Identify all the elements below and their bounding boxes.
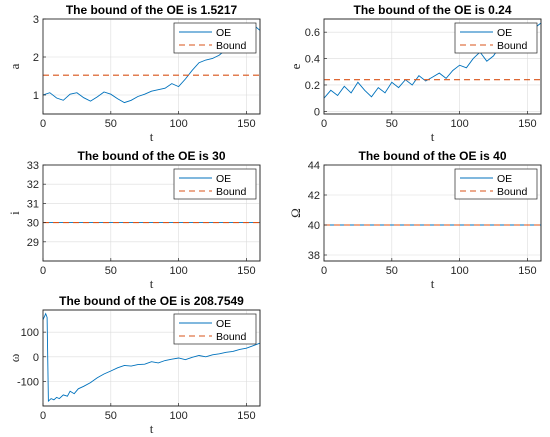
y-axis-label: Ω (288, 208, 303, 218)
chart-title: The bound of the OE is 40 (358, 149, 506, 163)
x-tick-label: 0 (321, 265, 327, 277)
subplot-5: 0 50 100 150 -100 0 100 The bound of the OE is … (7, 294, 261, 436)
y-tick-label: 40 (308, 220, 320, 232)
legend-box (173, 168, 257, 200)
y-tick-label: 33 (27, 160, 39, 172)
x-tick-label: 150 (237, 410, 255, 422)
legend-oe-label: OE (216, 173, 231, 185)
legend-bound-label: Bound (497, 186, 528, 198)
subplot-3: 0 50 100 150 29 30 31 32 33 The bound of the OE i… (7, 149, 261, 291)
y-axis-label: a (7, 63, 22, 69)
y-tick-label: 31 (27, 198, 39, 210)
y-tick-label: 0.2 (305, 80, 320, 92)
x-tick-label: 50 (105, 410, 117, 422)
x-tick-label: 100 (169, 410, 187, 422)
legend-box (454, 22, 538, 54)
chart-title: The bound of the OE is 1.5217 (66, 3, 238, 17)
x-axis-label: t (431, 129, 435, 144)
legend-oe-label: OE (216, 27, 231, 39)
y-tick-label: 32 (27, 179, 39, 191)
y-tick-label: 0 (314, 106, 320, 118)
x-tick-label: 150 (518, 118, 536, 130)
oe-line (43, 312, 260, 403)
x-axis-label: t (150, 421, 154, 436)
legend-oe-label: OE (216, 318, 231, 330)
y-tick-label: 29 (27, 237, 39, 249)
x-axis-label: t (150, 276, 154, 291)
x-tick-label: 0 (40, 118, 46, 130)
axes-border (323, 18, 542, 115)
legend-box (173, 313, 257, 345)
x-tick-label: 0 (321, 118, 327, 130)
legend-oe-label: OE (497, 27, 512, 39)
legend-box (173, 22, 257, 54)
y-tick-label: 1 (33, 90, 39, 102)
y-tick-label: -100 (17, 376, 39, 388)
chart-title: The bound of the OE is 30 (77, 149, 225, 163)
legend-bound-label: Bound (216, 331, 247, 343)
y-axis-label: i (7, 211, 22, 215)
x-tick-label: 150 (237, 265, 255, 277)
y-tick-label: 0.4 (305, 54, 320, 66)
x-tick-label: 0 (40, 410, 46, 422)
x-tick-label: 150 (518, 265, 536, 277)
legend-box (454, 168, 538, 200)
x-axis-label: t (150, 129, 154, 144)
x-tick-label: 150 (237, 118, 255, 130)
y-tick-label: 30 (27, 218, 39, 230)
x-tick-label: 100 (450, 118, 468, 130)
y-tick-label: 38 (308, 250, 320, 262)
y-tick-label: 3 (33, 14, 39, 26)
chart-title: The bound of the OE is 208.7549 (59, 294, 244, 308)
axes-border (323, 164, 542, 262)
subplot-1: 0 50 100 150 1 2 3 The bound of the OE is 1.521… (7, 3, 261, 144)
x-tick-label: 100 (169, 265, 187, 277)
x-tick-label: 100 (450, 265, 468, 277)
x-tick-label: 100 (169, 118, 187, 130)
y-tick-label: 42 (308, 190, 320, 202)
x-tick-label: 50 (386, 118, 398, 130)
subplot-4: 0 50 100 150 38 40 42 44 The bound of the OE is … (288, 149, 542, 291)
x-axis-label: t (431, 276, 435, 291)
legend-bound-label: Bound (497, 40, 528, 52)
legend-bound-label: Bound (216, 40, 247, 52)
chart-title: The bound of the OE is 0.24 (353, 3, 511, 17)
axes-border (42, 309, 261, 407)
x-tick-label: 50 (105, 265, 117, 277)
x-tick-label: 50 (386, 265, 398, 277)
y-tick-label: 0.6 (305, 27, 320, 39)
y-axis-label: e (288, 63, 303, 69)
axes-border (42, 18, 261, 115)
y-tick-label: 44 (308, 160, 320, 172)
y-axis-label: ω (7, 353, 22, 362)
x-tick-label: 0 (40, 265, 46, 277)
data-layer (43, 312, 260, 403)
axes-border (42, 164, 261, 262)
y-tick-label: 2 (33, 52, 39, 64)
x-tick-label: 50 (105, 118, 117, 130)
legend-bound-label: Bound (216, 186, 247, 198)
legend-oe-label: OE (497, 173, 512, 185)
y-tick-label: 100 (21, 327, 39, 339)
subplot-2: 0 50 100 150 0 0.2 0.4 0.6 The bound of the OE i… (288, 3, 542, 144)
y-tick-label: 0 (33, 352, 39, 364)
